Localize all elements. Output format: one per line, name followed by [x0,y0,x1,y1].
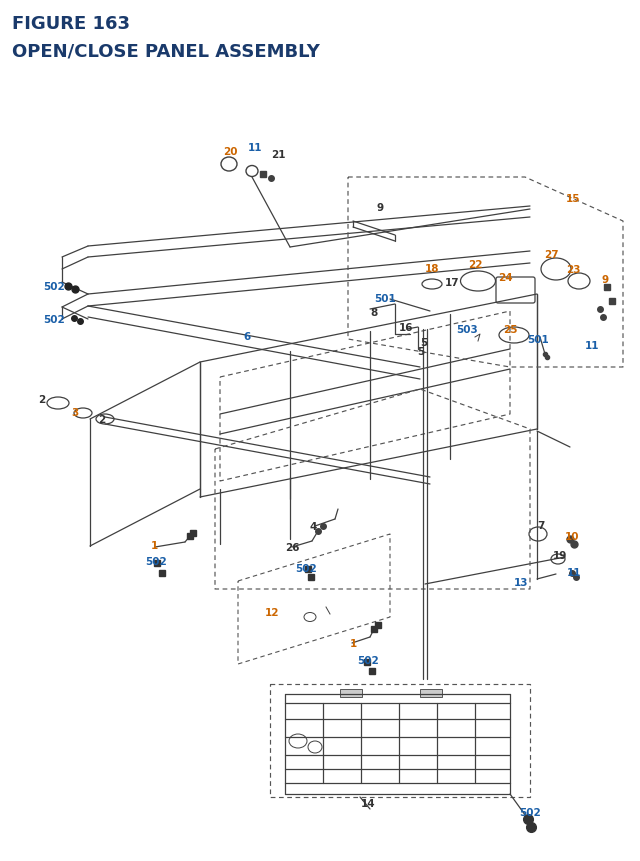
Text: 5: 5 [417,347,424,356]
Text: 18: 18 [425,263,439,274]
Text: 502: 502 [519,807,541,817]
Text: 502: 502 [43,282,65,292]
Text: 26: 26 [285,542,300,553]
Bar [340,689,362,697]
Text: 27: 27 [544,250,558,260]
Text: 11: 11 [248,143,262,152]
Bar [420,689,442,697]
Text: 2: 2 [99,414,106,424]
Text: 502: 502 [295,563,317,573]
Text: 14: 14 [361,798,375,808]
Text: 501: 501 [527,335,549,344]
Text: 502: 502 [145,556,167,567]
Text: 9: 9 [602,275,609,285]
Text: 3: 3 [72,407,79,418]
Text: FIGURE 163: FIGURE 163 [12,15,130,33]
Text: 24: 24 [498,273,512,282]
Text: 20: 20 [223,147,237,157]
Text: 9: 9 [376,202,383,213]
Text: 19: 19 [553,550,567,561]
Text: 2: 2 [38,394,45,405]
Text: 503: 503 [456,325,478,335]
Text: 7: 7 [538,520,545,530]
Text: 12: 12 [265,607,279,617]
Text: 502: 502 [357,655,379,666]
Text: 23: 23 [566,264,580,275]
Text: 15: 15 [566,194,580,204]
Text: 25: 25 [503,325,517,335]
Text: 5: 5 [420,338,428,348]
Text: 502: 502 [43,314,65,325]
Text: 21: 21 [271,150,285,160]
Text: 11: 11 [585,341,599,350]
Text: 10: 10 [564,531,579,542]
Text: 1: 1 [150,541,157,550]
Text: 501: 501 [374,294,396,304]
Text: OPEN/CLOSE PANEL ASSEMBLY: OPEN/CLOSE PANEL ASSEMBLY [12,42,320,60]
Text: 11: 11 [567,567,581,578]
Text: 6: 6 [243,331,251,342]
Text: 17: 17 [445,278,460,288]
Text: 1: 1 [349,638,356,648]
Text: 4: 4 [309,522,317,531]
Text: 22: 22 [468,260,483,269]
Text: 13: 13 [514,578,528,587]
Text: 16: 16 [399,323,413,332]
Text: 8: 8 [371,307,378,318]
